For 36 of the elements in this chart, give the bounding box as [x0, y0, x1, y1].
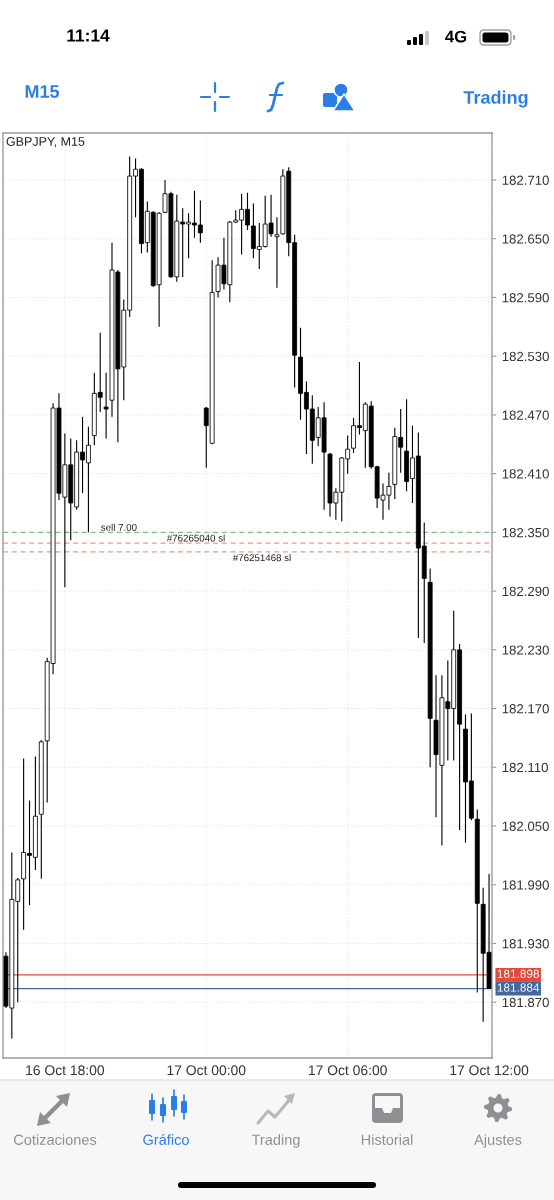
- y-tick-label: 182.230: [502, 645, 549, 655]
- ref-line-label: 181.884: [497, 983, 540, 992]
- y-tick-label: 182.290: [502, 586, 549, 597]
- text: Ajustes: [474, 1134, 522, 1148]
- y-tick-label: 182.050: [502, 821, 549, 831]
- ref-line-label: 181.898: [497, 969, 540, 978]
- x-tick-label: 17 Oct 12:00: [450, 1065, 529, 1076]
- ref-line-label: #76265040 sl: [166, 534, 225, 542]
- y-tick-label: 181.930: [502, 939, 549, 949]
- y-tick-label: 182.710: [502, 175, 549, 185]
- y-tick-label: 182.470: [502, 410, 549, 420]
- text: Trading: [463, 90, 528, 108]
- x-tick-label: 17 Oct 06:00: [308, 1065, 387, 1076]
- ref-line-label: sell 7.00: [101, 523, 137, 531]
- y-tick-label: 181.990: [502, 880, 549, 890]
- candlestick: [103, 372, 109, 439]
- y-tick-label: 182.110: [502, 762, 548, 773]
- y-tick-label: 181.870: [502, 997, 549, 1008]
- text: Trading: [251, 1134, 300, 1148]
- y-tick-label: 182.590: [502, 293, 549, 303]
- text: Historial: [361, 1134, 413, 1145]
- ref-line-label: #76251468 sl: [232, 554, 291, 562]
- y-tick-label: 182.530: [502, 351, 549, 362]
- y-tick-label: 182.410: [502, 469, 549, 479]
- text: M15: [25, 85, 60, 98]
- text: 4G: [445, 30, 467, 43]
- x-tick-label: 17 Oct 00:00: [167, 1065, 246, 1076]
- y-tick-label: 182.350: [502, 527, 549, 538]
- text: Cotizaciones: [14, 1134, 97, 1145]
- y-tick-label: 182.650: [502, 234, 549, 244]
- x-tick-label: 16 Oct 18:00: [26, 1065, 105, 1076]
- text: Gráfico: [143, 1134, 189, 1145]
- text: 11:14: [67, 29, 110, 42]
- y-tick-label: 182.170: [502, 704, 549, 714]
- candlestick: [274, 216, 280, 289]
- chart-title: GBPJPY, M15: [6, 137, 85, 148]
